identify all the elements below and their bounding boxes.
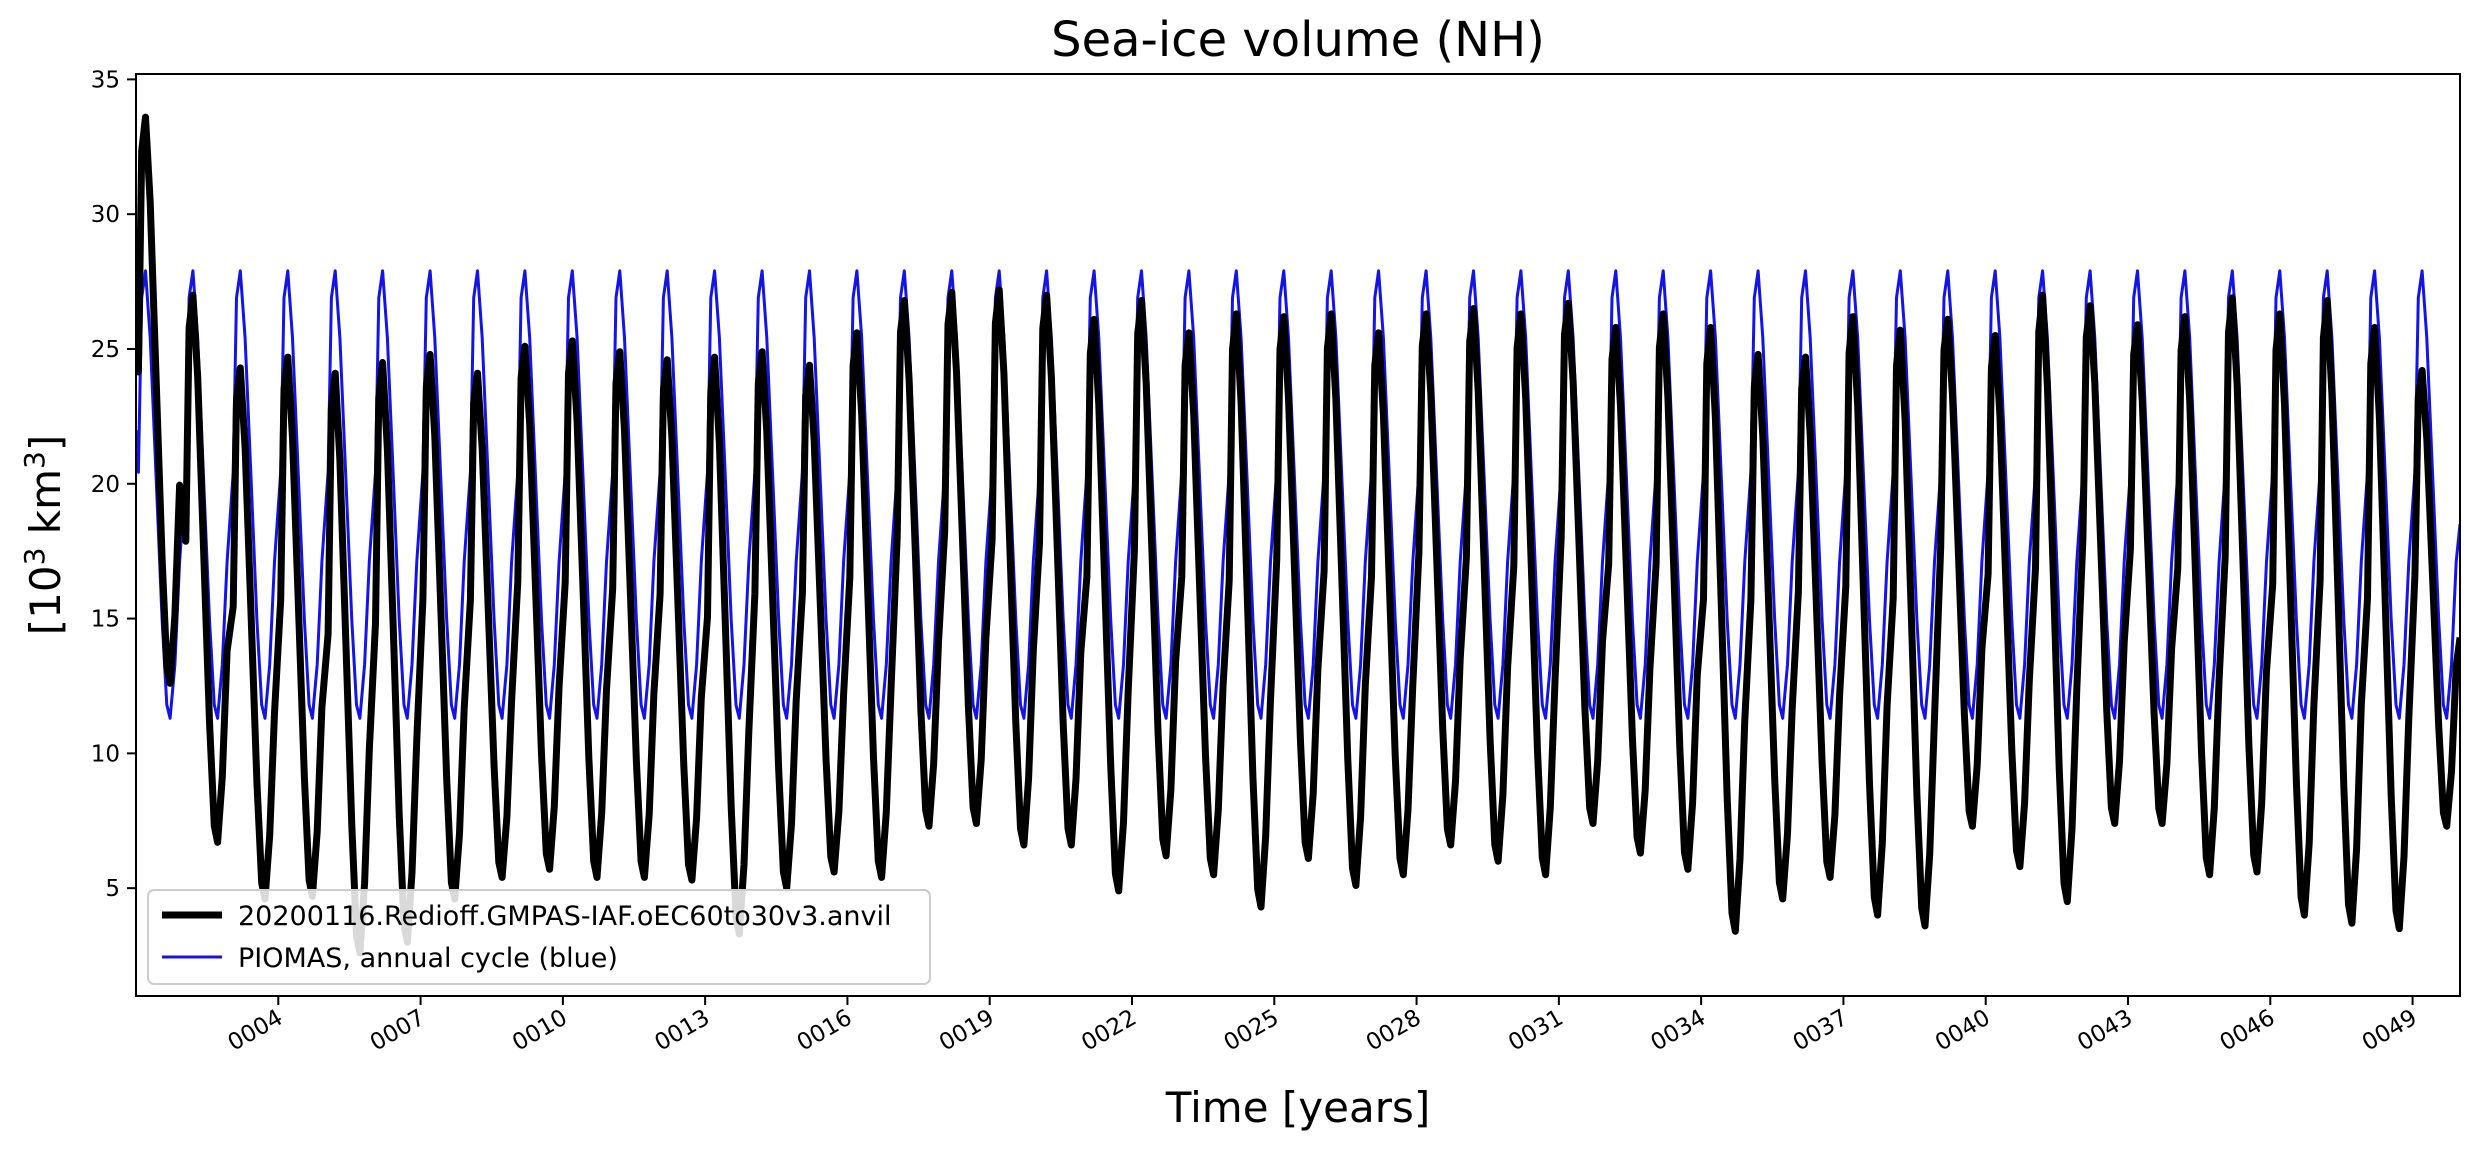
y-tick-label: 25 <box>91 337 120 363</box>
y-tick-label: 15 <box>91 607 120 633</box>
x-tick-label: 0007 <box>366 1005 430 1057</box>
y-tick-label: 35 <box>91 67 120 93</box>
x-tick-label: 0028 <box>1362 1005 1426 1057</box>
x-tick-label: 0034 <box>1646 1005 1710 1057</box>
x-tick-label: 0010 <box>508 1005 572 1057</box>
y-tick-label: 20 <box>91 472 120 498</box>
model-series-line <box>136 113 2460 957</box>
y-tick-label: 5 <box>105 876 120 902</box>
x-tick-label: 0031 <box>1504 1005 1568 1057</box>
x-tick-label: 0046 <box>2216 1005 2280 1057</box>
legend-box <box>147 889 931 985</box>
x-tick-label: 0016 <box>793 1005 857 1057</box>
piomas-series-line <box>136 269 2460 720</box>
x-tick-label: 0043 <box>2073 1005 2137 1057</box>
x-tick-label: 0040 <box>1931 1005 1995 1057</box>
chart-title: Sea-ice volume (NH) <box>1051 12 1545 68</box>
x-tick-label: 0049 <box>2358 1005 2422 1057</box>
legend-label-model: 20200116.Redioff.GMPAS-IAF.oEC60to30v3.a… <box>238 901 891 932</box>
legend: 20200116.Redioff.GMPAS-IAF.oEC60to30v3.a… <box>147 889 931 985</box>
y-tick-label: 30 <box>91 202 120 228</box>
x-tick-label: 0013 <box>650 1005 714 1057</box>
x-axis-label: Time [years] <box>1165 1083 1431 1132</box>
x-tick-label: 0022 <box>1077 1005 1141 1057</box>
y-axis-label: [103 km3] <box>18 435 71 635</box>
x-tick-label: 0025 <box>1220 1005 1284 1057</box>
x-tick-label: 0019 <box>935 1005 999 1057</box>
legend-label-piomas: PIOMAS, annual cycle (blue) <box>238 943 618 974</box>
x-tick-label: 0037 <box>1789 1005 1853 1057</box>
y-tick-label: 10 <box>91 741 120 767</box>
x-tick-label: 0004 <box>224 1005 288 1057</box>
plot-frame <box>135 73 2461 997</box>
